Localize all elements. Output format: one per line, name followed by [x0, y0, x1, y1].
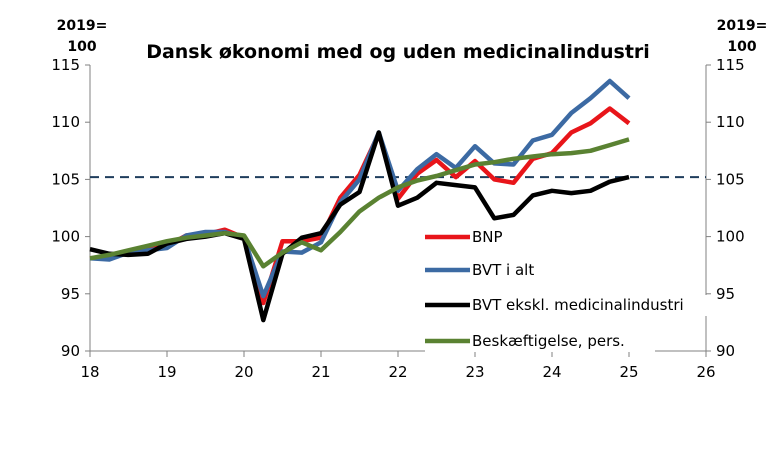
y-tick-label-left: 105 [51, 170, 80, 188]
x-tick-label: 21 [311, 363, 330, 381]
series-line-3 [89, 130, 630, 323]
right-unit-label: 2019= 100 [717, 18, 768, 55]
legend-item-background [425, 227, 655, 248]
right-unit-label-line2: 100 [727, 39, 756, 55]
legend-label: Beskæftigelse, pers. [472, 332, 625, 350]
left-unit-label-line1: 2019= [57, 18, 108, 34]
left-unit-label-line2: 100 [67, 39, 96, 55]
x-tick-label: 26 [696, 363, 715, 381]
y-tick-label-right: 105 [716, 170, 745, 188]
x-tick-label: 19 [157, 363, 176, 381]
y-tick-label-left: 100 [51, 228, 80, 246]
legend-item-background [425, 260, 655, 281]
x-tick-label: 24 [542, 363, 561, 381]
left-unit-label: 2019= 100 [57, 18, 108, 55]
x-tick-label: 23 [465, 363, 484, 381]
y-tick-label-right: 100 [716, 228, 745, 246]
legend: BNP BVT i alt BVT ekskl. medicinalindustri… [425, 227, 715, 352]
y-tick-label-right: 90 [716, 342, 735, 360]
x-tick-label: 22 [388, 363, 407, 381]
legend-item-background [425, 331, 655, 352]
y-tick-label-right: 95 [716, 285, 735, 303]
y-tick-label-left: 90 [61, 342, 80, 360]
y-tick-label-right: 110 [716, 113, 745, 131]
x-tick-label: 20 [234, 363, 253, 381]
chart-title: Dansk økonomi med og uden medicinalindus… [146, 41, 650, 63]
series-line-4 [89, 137, 630, 269]
right-unit-label-line1: 2019= [717, 18, 768, 34]
y-tick-label-left: 115 [51, 56, 80, 74]
x-tick-label: 18 [80, 363, 99, 381]
legend-label: BVT ekskl. medicinalindustri [472, 296, 684, 314]
legend-item-background [425, 295, 715, 316]
y-tick-label-left: 95 [61, 285, 80, 303]
legend-label: BNP [472, 228, 503, 246]
x-tick-label: 25 [619, 363, 638, 381]
y-tick-label-left: 110 [51, 113, 80, 131]
y-tick-label-right: 115 [716, 56, 745, 74]
series-lines [89, 78, 631, 323]
axes: 90 90 95 95 100 100 105 105 110 110 115 115 18 19 20 21… [51, 56, 744, 381]
legend-label: BVT i alt [472, 261, 534, 279]
